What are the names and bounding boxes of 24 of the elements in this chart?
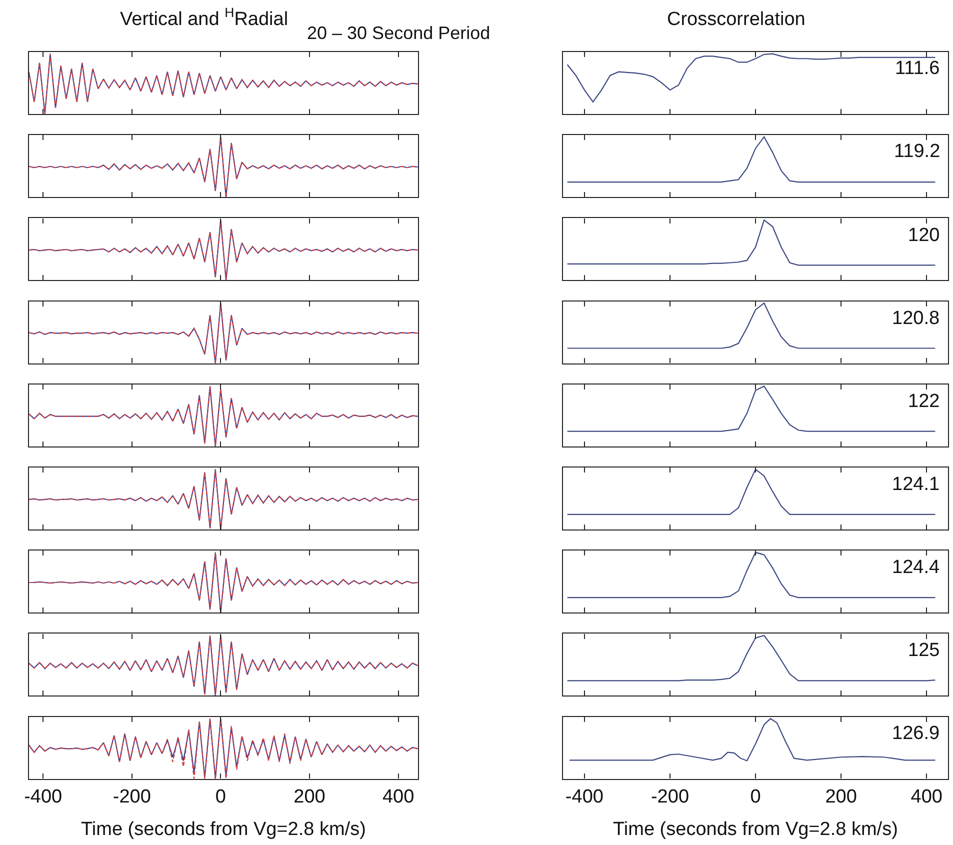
annotation: 111.6 [895, 58, 940, 79]
x-tick-label: 200 [825, 786, 857, 808]
annotation: 119.2 [894, 141, 940, 162]
x-tick-label: -200 [650, 786, 690, 808]
x-tick-label: 200 [294, 786, 326, 808]
x-tick-label: 0 [215, 786, 226, 808]
annotation: 120 [908, 225, 940, 246]
text: 20 – 30 Second Period [307, 23, 490, 43]
annotation: 120.8 [892, 308, 940, 329]
chart-title: Crosscorrelation [667, 9, 806, 30]
x-tick-label: -400 [24, 786, 62, 808]
chart-title: Vertical and $^{H}$Radial [120, 5, 288, 30]
x-tick-label: -400 [565, 786, 604, 808]
annotation: 124.1 [892, 474, 940, 495]
x-tick-label: -200 [112, 786, 151, 808]
annotation: 124.4 [892, 557, 940, 578]
x-axis-title: Time (seconds from Vg=2.8 km/s) [81, 819, 366, 840]
x-tick-label: 0 [750, 786, 761, 808]
annotation: 122 [908, 391, 940, 412]
annotation: 126.9 [892, 723, 940, 744]
x-axis-title: Time (seconds from Vg=2.8 km/s) [613, 819, 898, 840]
x-tick-label: 400 [382, 786, 414, 808]
annotation: 125 [908, 640, 940, 661]
x-tick-label: 400 [910, 786, 942, 808]
